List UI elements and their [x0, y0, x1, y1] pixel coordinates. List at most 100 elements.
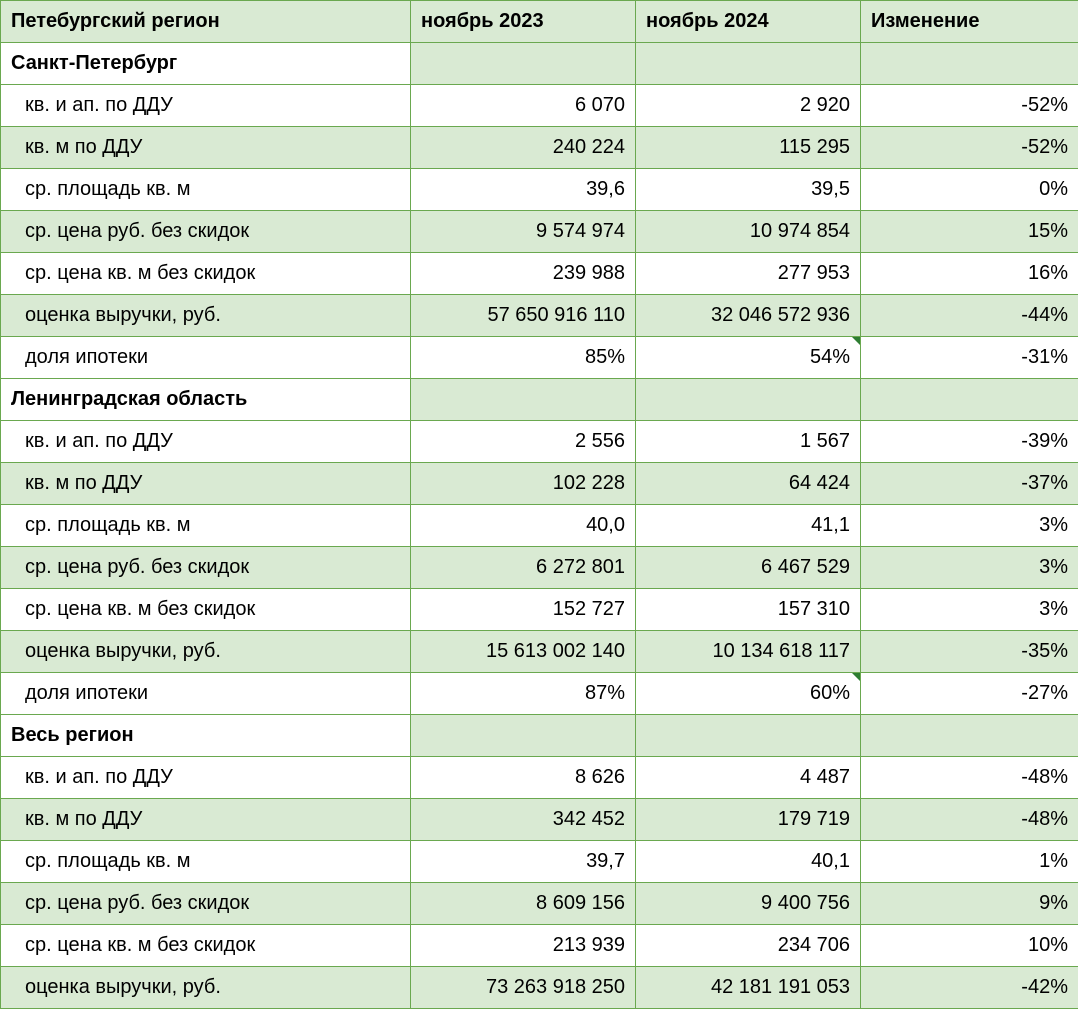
row-label: ср. площадь кв. м — [1, 169, 411, 211]
row-label: кв. м по ДДУ — [1, 463, 411, 505]
cell-change: -52% — [861, 85, 1078, 127]
table-row: ср. цена кв. м без скидок152 727157 3103… — [1, 589, 1078, 631]
table-row: доля ипотеки87%60%-27% — [1, 673, 1078, 715]
cell-change: -35% — [861, 631, 1078, 673]
section-empty-cell — [636, 379, 861, 421]
cell-2024: 10 974 854 — [636, 211, 861, 253]
row-label: кв. м по ДДУ — [1, 127, 411, 169]
table-row: ср. площадь кв. м39,740,11% — [1, 841, 1078, 883]
section-empty-cell — [861, 43, 1078, 85]
cell-2023: 6 070 — [411, 85, 636, 127]
section-header-row: Весь регион — [1, 715, 1078, 757]
cell-2024: 4 487 — [636, 757, 861, 799]
table-row: кв. м по ДДУ342 452179 719-48% — [1, 799, 1078, 841]
cell-2024: 157 310 — [636, 589, 861, 631]
data-table: Петебургский регион ноябрь 2023 ноябрь 2… — [0, 0, 1078, 1009]
col-header-region: Петебургский регион — [1, 1, 411, 43]
section-title: Ленинградская область — [1, 379, 411, 421]
row-label: кв. и ап. по ДДУ — [1, 757, 411, 799]
cell-2024: 64 424 — [636, 463, 861, 505]
cell-2023: 8 609 156 — [411, 883, 636, 925]
cell-change: 3% — [861, 589, 1078, 631]
table-body: Санкт-Петербургкв. и ап. по ДДУ6 0702 92… — [1, 43, 1078, 1009]
cell-2023: 2 556 — [411, 421, 636, 463]
cell-2024: 277 953 — [636, 253, 861, 295]
cell-change: 3% — [861, 547, 1078, 589]
table-row: доля ипотеки85%54%-31% — [1, 337, 1078, 379]
cell-2024: 41,1 — [636, 505, 861, 547]
cell-2024: 39,5 — [636, 169, 861, 211]
cell-2023: 102 228 — [411, 463, 636, 505]
cell-2023: 57 650 916 110 — [411, 295, 636, 337]
table-row: кв. и ап. по ДДУ8 6264 487-48% — [1, 757, 1078, 799]
row-label: кв. м по ДДУ — [1, 799, 411, 841]
cell-2024: 2 920 — [636, 85, 861, 127]
row-label: ср. цена руб. без скидок — [1, 547, 411, 589]
cell-change: -31% — [861, 337, 1078, 379]
cell-change: -44% — [861, 295, 1078, 337]
section-title: Санкт-Петербург — [1, 43, 411, 85]
cell-change: 9% — [861, 883, 1078, 925]
cell-2024: 42 181 191 053 — [636, 967, 861, 1009]
cell-change: -27% — [861, 673, 1078, 715]
cell-change: 0% — [861, 169, 1078, 211]
cell-2024: 9 400 756 — [636, 883, 861, 925]
cell-2023: 342 452 — [411, 799, 636, 841]
cell-2024: 54% — [636, 337, 861, 379]
table-row: ср. цена руб. без скидок8 609 1569 400 7… — [1, 883, 1078, 925]
cell-2023: 85% — [411, 337, 636, 379]
row-label: ср. площадь кв. м — [1, 841, 411, 883]
cell-2024: 234 706 — [636, 925, 861, 967]
col-header-2024: ноябрь 2024 — [636, 1, 861, 43]
table-row: кв. и ап. по ДДУ6 0702 920-52% — [1, 85, 1078, 127]
section-title: Весь регион — [1, 715, 411, 757]
section-empty-cell — [411, 715, 636, 757]
cell-2024: 179 719 — [636, 799, 861, 841]
cell-2023: 73 263 918 250 — [411, 967, 636, 1009]
row-label: доля ипотеки — [1, 673, 411, 715]
table-row: ср. цена руб. без скидок6 272 8016 467 5… — [1, 547, 1078, 589]
row-label: доля ипотеки — [1, 337, 411, 379]
cell-2024: 115 295 — [636, 127, 861, 169]
section-empty-cell — [861, 379, 1078, 421]
table-row: оценка выручки, руб.57 650 916 11032 046… — [1, 295, 1078, 337]
cell-change: -37% — [861, 463, 1078, 505]
row-label: кв. и ап. по ДДУ — [1, 85, 411, 127]
col-header-2023: ноябрь 2023 — [411, 1, 636, 43]
table-row: ср. цена руб. без скидок9 574 97410 974 … — [1, 211, 1078, 253]
section-empty-cell — [861, 715, 1078, 757]
table-row: кв. м по ДДУ240 224115 295-52% — [1, 127, 1078, 169]
row-label: кв. и ап. по ДДУ — [1, 421, 411, 463]
section-empty-cell — [636, 715, 861, 757]
section-empty-cell — [636, 43, 861, 85]
cell-2023: 239 988 — [411, 253, 636, 295]
cell-2024: 32 046 572 936 — [636, 295, 861, 337]
table-header-row: Петебургский регион ноябрь 2023 ноябрь 2… — [1, 1, 1078, 43]
cell-change: 10% — [861, 925, 1078, 967]
cell-2023: 40,0 — [411, 505, 636, 547]
row-label: ср. цена руб. без скидок — [1, 883, 411, 925]
table-row: ср. площадь кв. м40,041,13% — [1, 505, 1078, 547]
cell-2023: 240 224 — [411, 127, 636, 169]
section-header-row: Санкт-Петербург — [1, 43, 1078, 85]
row-label: ср. цена кв. м без скидок — [1, 589, 411, 631]
cell-change: 15% — [861, 211, 1078, 253]
cell-change: -52% — [861, 127, 1078, 169]
cell-change: 3% — [861, 505, 1078, 547]
table-row: ср. цена кв. м без скидок213 939234 7061… — [1, 925, 1078, 967]
cell-change: -48% — [861, 799, 1078, 841]
section-empty-cell — [411, 43, 636, 85]
row-label: ср. цена кв. м без скидок — [1, 253, 411, 295]
row-label: оценка выручки, руб. — [1, 295, 411, 337]
col-header-change: Изменение — [861, 1, 1078, 43]
section-empty-cell — [411, 379, 636, 421]
table-row: оценка выручки, руб.15 613 002 14010 134… — [1, 631, 1078, 673]
row-label: оценка выручки, руб. — [1, 631, 411, 673]
cell-2023: 15 613 002 140 — [411, 631, 636, 673]
cell-change: 16% — [861, 253, 1078, 295]
table-row: оценка выручки, руб.73 263 918 25042 181… — [1, 967, 1078, 1009]
cell-2024: 1 567 — [636, 421, 861, 463]
row-label: ср. цена руб. без скидок — [1, 211, 411, 253]
cell-2023: 6 272 801 — [411, 547, 636, 589]
table-row: кв. м по ДДУ102 22864 424-37% — [1, 463, 1078, 505]
